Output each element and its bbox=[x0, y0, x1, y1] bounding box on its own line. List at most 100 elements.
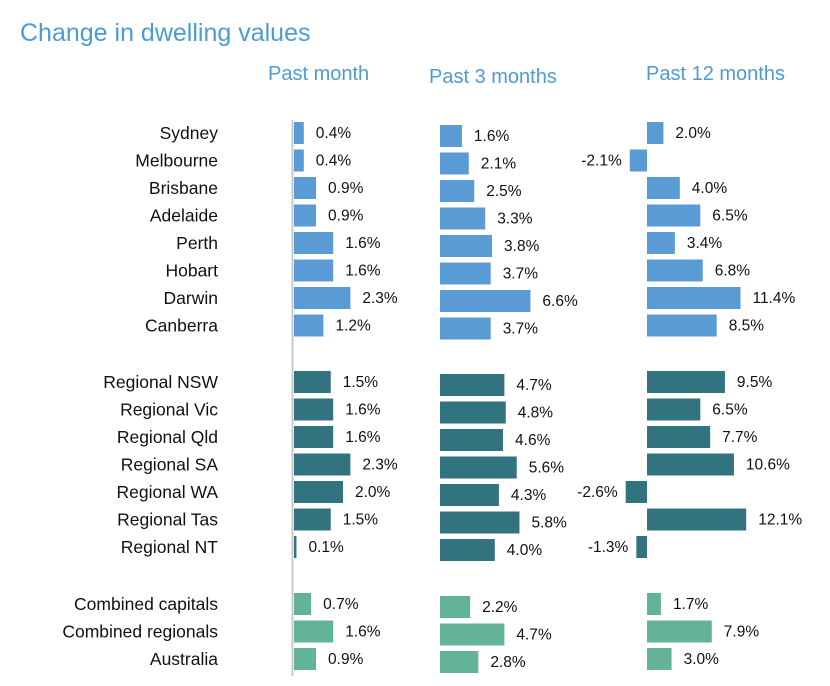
data-label: 6.5% bbox=[712, 402, 748, 419]
bar bbox=[294, 287, 351, 309]
data-label: 1.6% bbox=[345, 263, 381, 280]
category-label: Regional Qld bbox=[117, 427, 218, 447]
category-label: Hobart bbox=[165, 261, 218, 281]
bar bbox=[440, 596, 471, 618]
data-label: 11.4% bbox=[752, 290, 795, 307]
panel-header-0: Past month bbox=[268, 63, 369, 85]
data-label: 0.4% bbox=[316, 125, 352, 142]
data-label: 3.8% bbox=[504, 238, 540, 255]
bar bbox=[647, 177, 680, 199]
bar bbox=[647, 648, 672, 670]
bar bbox=[440, 235, 493, 257]
data-label: -2.6% bbox=[577, 484, 618, 501]
bar bbox=[440, 456, 517, 479]
bar bbox=[294, 371, 331, 393]
bar bbox=[294, 453, 351, 476]
category-label: Perth bbox=[176, 233, 218, 253]
bar bbox=[440, 401, 506, 424]
data-label: 2.3% bbox=[362, 290, 398, 307]
panel-header-2: Past 12 months bbox=[646, 63, 785, 85]
bar bbox=[294, 122, 304, 144]
data-label: 1.5% bbox=[343, 374, 379, 391]
data-label: 1.5% bbox=[343, 512, 379, 529]
data-label: 4.0% bbox=[692, 180, 728, 197]
data-label: 0.4% bbox=[316, 153, 352, 170]
bar bbox=[440, 374, 505, 396]
data-label: 12.1% bbox=[758, 512, 802, 529]
data-label: 1.6% bbox=[345, 624, 381, 641]
data-label: 1.6% bbox=[345, 429, 381, 446]
data-label: 1.6% bbox=[474, 128, 510, 145]
bar bbox=[647, 453, 734, 476]
bar bbox=[294, 314, 324, 337]
category-label: Adelaide bbox=[150, 206, 218, 226]
data-label: 2.2% bbox=[482, 599, 518, 616]
bar bbox=[294, 426, 334, 448]
data-label: 1.2% bbox=[335, 318, 371, 335]
bar bbox=[294, 398, 334, 421]
data-label: 4.6% bbox=[515, 432, 551, 449]
bar bbox=[440, 290, 531, 312]
bar bbox=[440, 180, 475, 202]
bar bbox=[647, 620, 712, 643]
category-label: Regional NT bbox=[121, 537, 219, 557]
bar bbox=[440, 317, 491, 340]
data-label: 4.3% bbox=[511, 487, 547, 504]
data-label: 8.5% bbox=[729, 318, 765, 335]
bar bbox=[440, 651, 479, 673]
category-label: Brisbane bbox=[149, 178, 218, 198]
bar bbox=[294, 508, 331, 531]
bar bbox=[294, 259, 334, 282]
data-label: 1.7% bbox=[673, 596, 709, 613]
bar bbox=[647, 232, 675, 254]
bar bbox=[440, 484, 499, 506]
data-label: 5.8% bbox=[531, 515, 567, 532]
data-label: 2.3% bbox=[362, 457, 398, 474]
data-label: 10.6% bbox=[746, 457, 790, 474]
data-label: 3.0% bbox=[684, 651, 720, 668]
data-label: 6.8% bbox=[715, 263, 751, 280]
bar bbox=[294, 232, 334, 254]
data-label: 4.8% bbox=[518, 405, 554, 422]
bar bbox=[294, 620, 334, 643]
data-label: 6.5% bbox=[712, 208, 748, 225]
bar bbox=[440, 539, 495, 561]
data-label: 2.8% bbox=[490, 654, 526, 671]
category-label: Regional Tas bbox=[117, 510, 218, 530]
category-label: Regional SA bbox=[121, 455, 219, 475]
data-label: -2.1% bbox=[581, 153, 622, 170]
category-label: Regional Vic bbox=[120, 400, 218, 420]
bar bbox=[440, 207, 486, 230]
data-label: 7.7% bbox=[722, 429, 758, 446]
bar bbox=[294, 149, 304, 172]
data-label: 3.7% bbox=[503, 321, 539, 338]
category-label: Canberra bbox=[145, 316, 218, 336]
bar bbox=[647, 287, 741, 309]
data-label: -1.3% bbox=[588, 539, 629, 556]
bar bbox=[294, 204, 317, 227]
data-label: 1.6% bbox=[345, 402, 381, 419]
data-label: 0.9% bbox=[328, 180, 364, 197]
data-label: 1.6% bbox=[345, 235, 381, 252]
bar bbox=[440, 125, 462, 147]
chart-title: Change in dwelling values bbox=[20, 19, 310, 47]
data-label: 2.1% bbox=[481, 156, 517, 173]
category-label: Australia bbox=[150, 649, 218, 669]
category-label: Darwin bbox=[164, 288, 218, 308]
data-label: 3.4% bbox=[687, 235, 723, 252]
data-label: 0.9% bbox=[328, 208, 364, 225]
panel-header-1: Past 3 months bbox=[429, 66, 557, 88]
bar bbox=[647, 314, 717, 337]
category-label: Combined capitals bbox=[74, 594, 218, 614]
bar bbox=[294, 593, 312, 615]
bar bbox=[647, 371, 725, 393]
data-label: 5.6% bbox=[529, 460, 565, 477]
data-label: 3.7% bbox=[503, 266, 539, 283]
bar bbox=[440, 511, 520, 534]
bar bbox=[647, 426, 711, 448]
bar bbox=[629, 149, 647, 172]
bar bbox=[440, 429, 504, 451]
data-label: 2.0% bbox=[675, 125, 711, 142]
bar bbox=[440, 623, 505, 646]
